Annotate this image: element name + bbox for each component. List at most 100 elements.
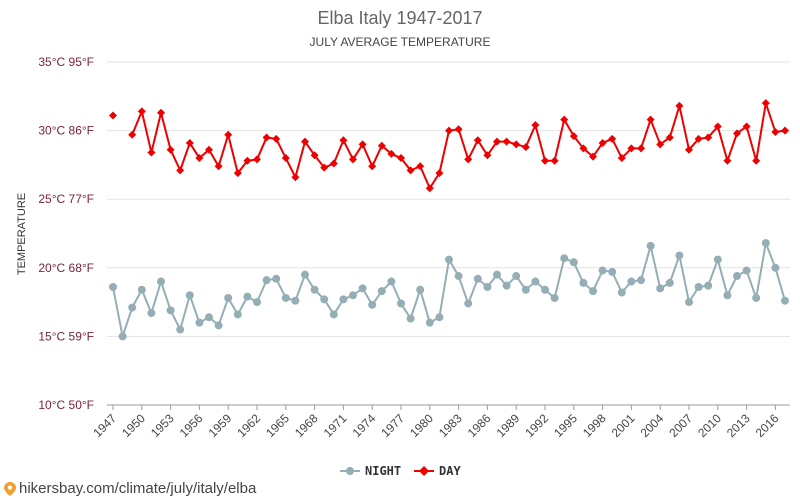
night-point[interactable] [195,318,204,327]
night-point[interactable] [416,285,425,294]
day-point[interactable] [617,154,626,163]
night-point[interactable] [243,292,252,301]
day-point[interactable] [665,133,674,142]
day-point[interactable] [502,137,511,146]
night-point[interactable] [118,332,127,341]
day-point[interactable] [166,145,175,154]
day-point[interactable] [397,154,405,163]
day-point[interactable] [569,132,578,141]
night-point[interactable] [137,285,146,294]
day-point[interactable] [656,140,665,149]
day-point[interactable] [358,140,367,149]
night-point[interactable] [272,274,281,283]
day-point[interactable] [646,115,655,124]
night-point[interactable] [310,285,319,294]
night-point[interactable] [589,287,597,296]
night-point[interactable] [329,310,338,319]
night-point[interactable] [598,266,607,275]
night-point[interactable] [685,298,693,307]
night-point[interactable] [339,295,348,304]
night-point[interactable] [109,283,117,292]
day-point[interactable] [310,151,319,160]
night-point[interactable] [387,277,396,286]
day-point[interactable] [608,134,617,143]
night-point[interactable] [301,270,309,279]
day-point[interactable] [406,166,415,175]
night-point[interactable] [445,255,453,264]
day-point[interactable] [531,121,540,130]
day-point[interactable] [205,145,213,154]
night-point[interactable] [454,272,463,281]
day-point[interactable] [464,155,473,164]
day-point[interactable] [541,156,549,165]
night-point[interactable] [512,272,521,281]
day-point[interactable] [781,126,789,135]
night-point[interactable] [627,277,636,286]
night-point[interactable] [176,325,185,334]
day-point[interactable] [176,166,185,175]
night-point[interactable] [637,276,645,285]
night-point[interactable] [723,291,732,300]
legend-item-night[interactable]: NIGHT [340,464,401,478]
day-point[interactable] [320,163,329,172]
night-point[interactable] [646,241,655,250]
day-point[interactable] [521,143,530,152]
night-point[interactable] [713,255,722,264]
legend-item-day[interactable]: DAY [414,464,461,478]
day-point[interactable] [493,137,501,146]
day-point[interactable] [704,133,713,142]
day-point[interactable] [589,152,597,161]
day-point[interactable] [752,156,761,165]
day-point[interactable] [733,129,741,138]
day-point[interactable] [435,169,444,178]
night-point[interactable] [656,284,665,293]
night-point[interactable] [752,293,761,302]
day-point[interactable] [147,148,156,157]
day-point[interactable] [560,115,569,124]
night-point[interactable] [166,306,175,315]
night-point[interactable] [185,291,194,300]
day-point[interactable] [445,126,453,135]
day-point[interactable] [723,156,732,165]
night-point[interactable] [771,263,780,272]
night-point[interactable] [694,283,703,292]
night-point[interactable] [541,285,549,294]
day-point[interactable] [301,137,309,146]
day-point[interactable] [416,162,425,171]
night-point[interactable] [377,287,386,296]
day-point[interactable] [473,136,482,145]
night-point[interactable] [358,284,367,293]
night-point[interactable] [157,277,165,286]
day-point[interactable] [272,134,281,143]
night-point[interactable] [128,303,137,312]
day-point[interactable] [771,127,780,136]
day-point[interactable] [713,122,722,131]
night-point[interactable] [704,281,713,290]
night-point[interactable] [560,254,569,263]
day-point[interactable] [512,140,521,149]
day-point[interactable] [281,154,290,163]
day-point[interactable] [637,144,645,153]
day-point[interactable] [742,122,751,131]
night-point[interactable] [675,251,684,260]
day-point[interactable] [262,133,271,142]
day-point[interactable] [137,107,146,116]
night-point[interactable] [425,318,434,327]
day-point[interactable] [675,101,684,110]
night-point[interactable] [665,278,674,287]
day-point[interactable] [377,141,386,150]
day-point[interactable] [454,125,463,134]
night-point[interactable] [320,295,329,304]
night-point[interactable] [147,309,156,318]
day-point[interactable] [483,151,492,160]
day-point[interactable] [109,111,117,120]
night-point[interactable] [253,298,261,307]
day-point[interactable] [243,156,252,165]
night-point[interactable] [579,278,588,287]
day-point[interactable] [761,99,770,108]
night-point[interactable] [291,296,300,305]
night-point[interactable] [397,299,405,308]
day-point[interactable] [627,144,636,153]
night-point[interactable] [781,296,789,305]
day-point[interactable] [195,154,204,163]
